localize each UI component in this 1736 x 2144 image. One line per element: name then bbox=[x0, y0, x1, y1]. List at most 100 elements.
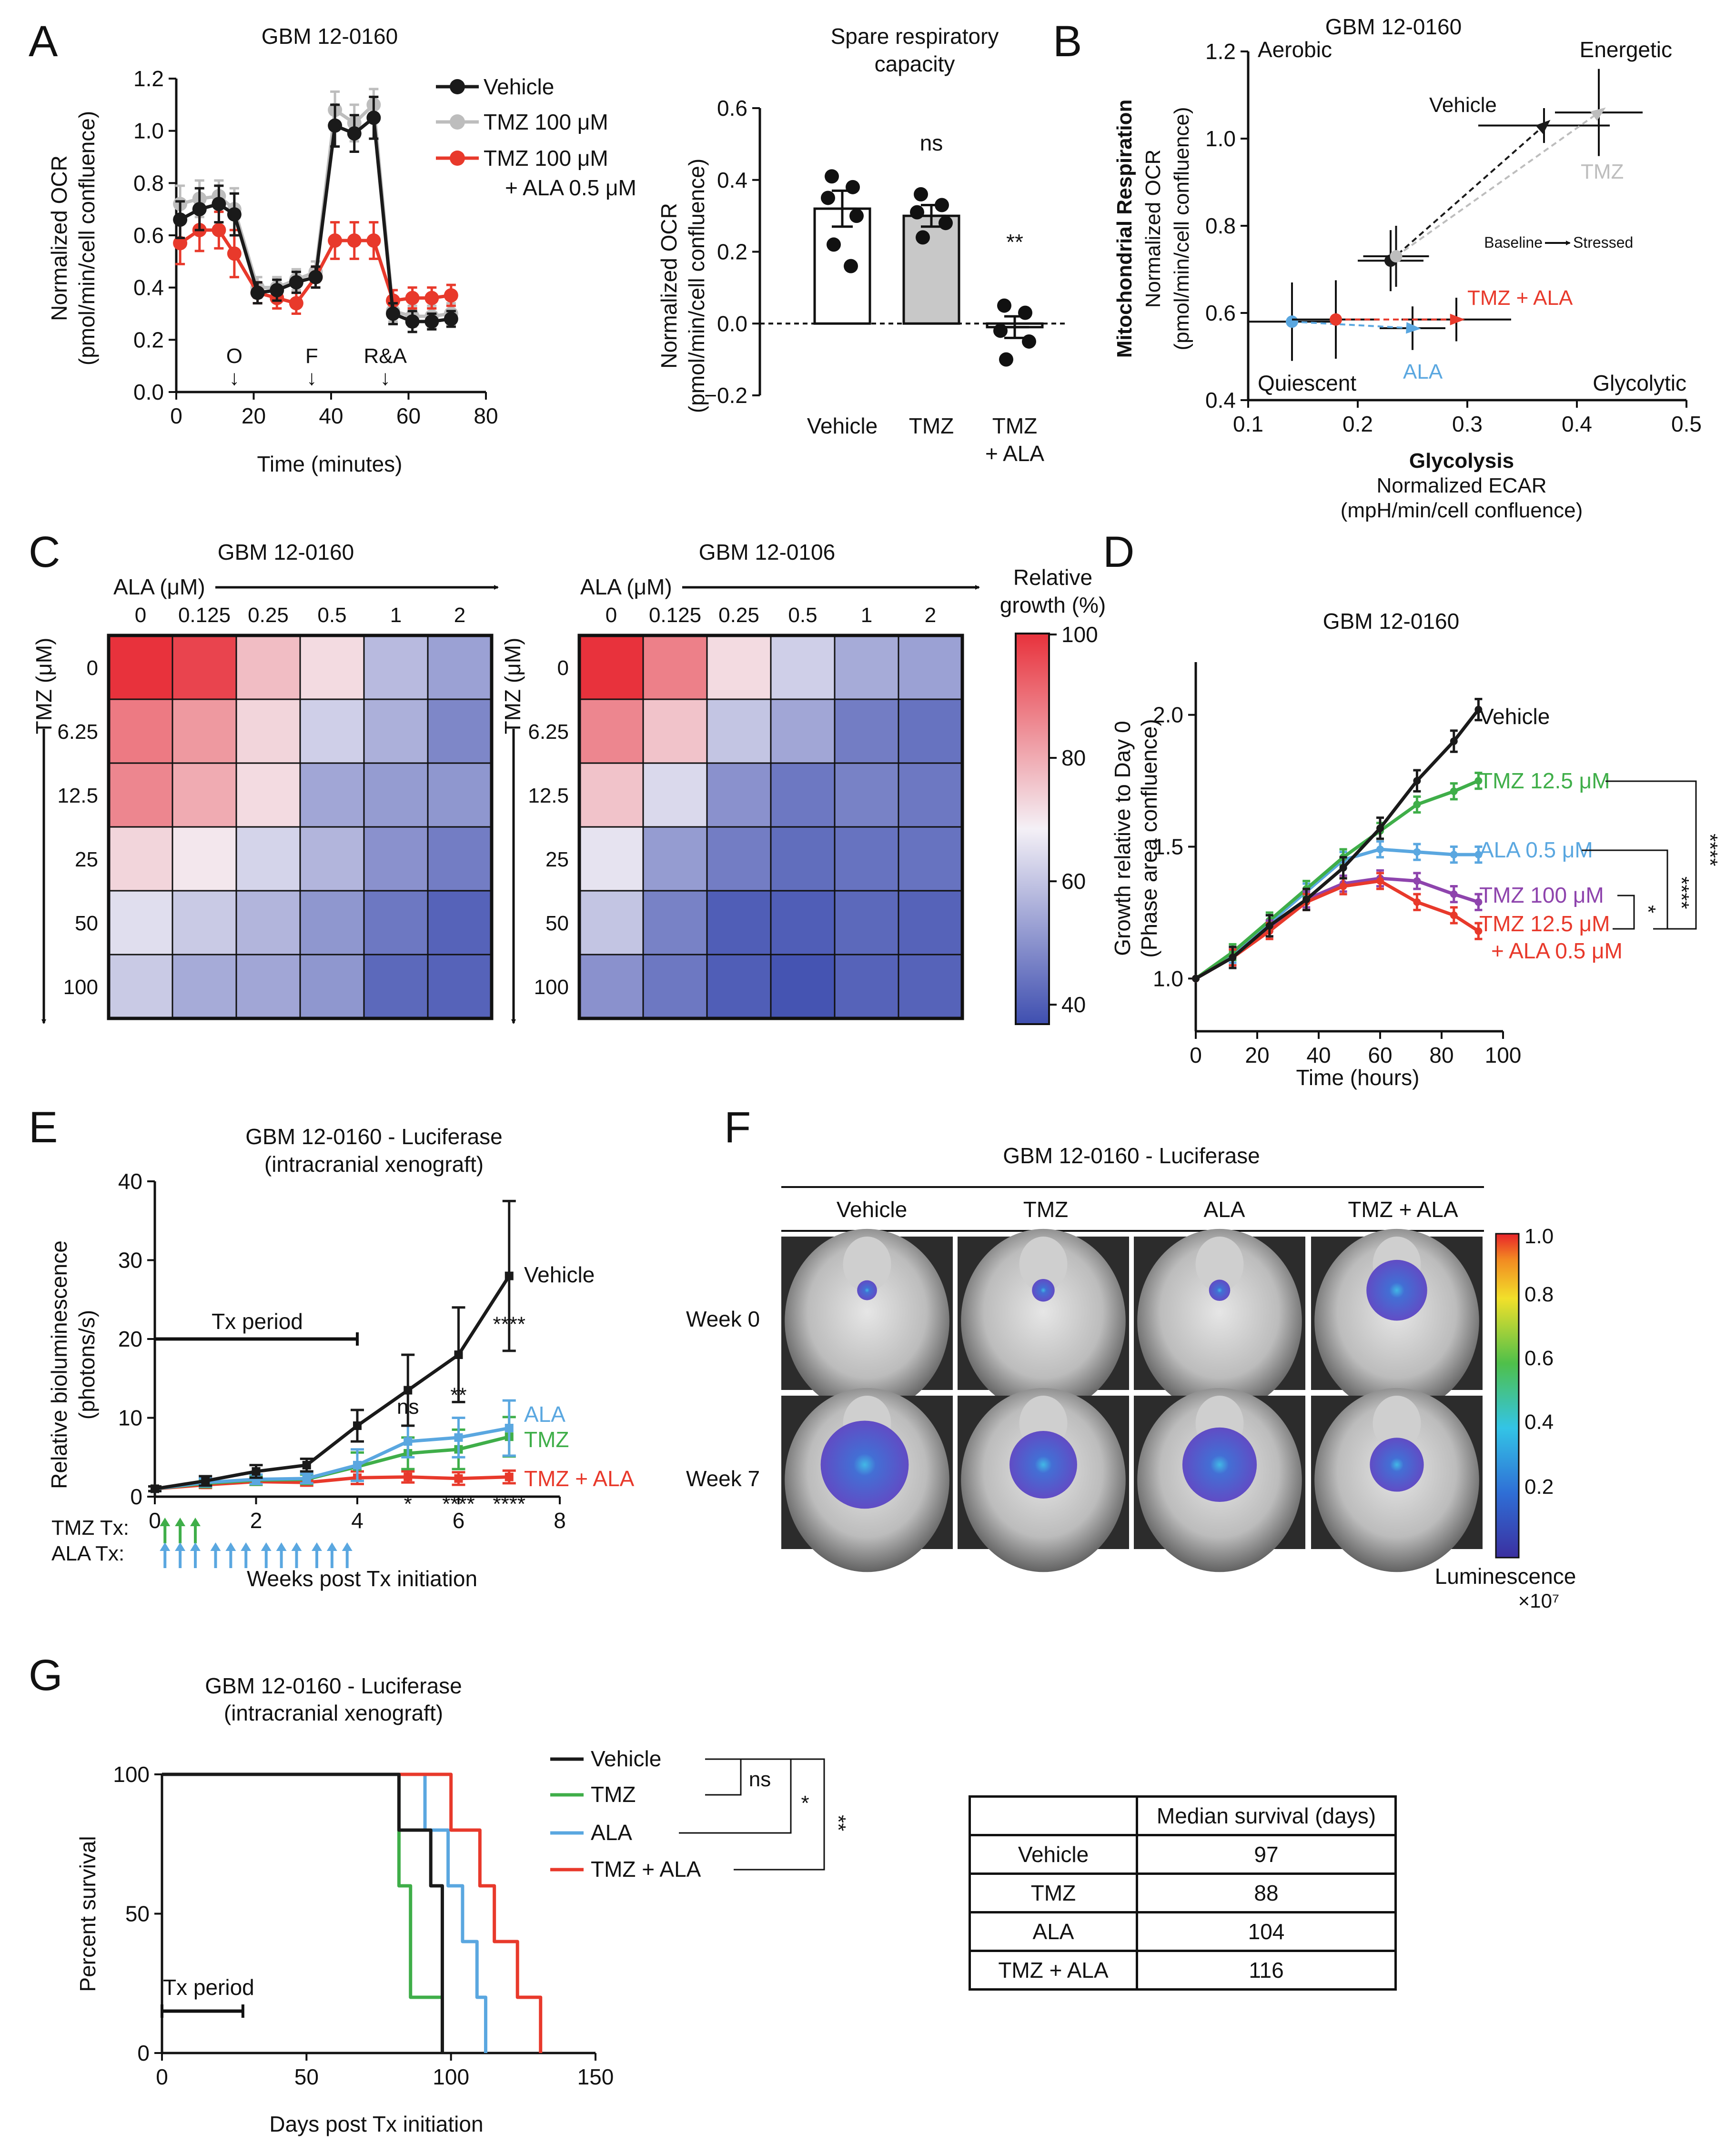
data-point bbox=[1450, 890, 1458, 898]
heatmap-left-cell bbox=[363, 634, 429, 700]
data-point bbox=[227, 207, 242, 222]
panel-f-col-tmz: TMZ bbox=[1023, 1197, 1069, 1222]
chart-b-legend-baseline: Baseline bbox=[1484, 234, 1543, 251]
colorbar-label2: growth (%) bbox=[1000, 593, 1106, 617]
heatmap-right-cell bbox=[770, 634, 836, 700]
data-point bbox=[1413, 877, 1421, 885]
chart-a2-cat-tmz: TMZ bbox=[909, 413, 954, 438]
baseline-point bbox=[1390, 250, 1403, 263]
x-tick-label: 50 bbox=[294, 2064, 319, 2089]
chart-a2-ylabel2: (pmol/min/cell confluence) bbox=[684, 159, 709, 413]
table-cell-value: 97 bbox=[1136, 1834, 1397, 1875]
chart-a2-cat-tmz-ala-2: + ALA bbox=[985, 441, 1044, 466]
heatmap-left-cell bbox=[172, 826, 237, 892]
data-point bbox=[302, 1474, 311, 1483]
data-point bbox=[999, 352, 1013, 367]
heatmap-right-cell bbox=[706, 762, 772, 828]
heatmap-right-ylabel: TMZ (μM) bbox=[500, 638, 525, 735]
heatmap-right-cell bbox=[834, 890, 899, 956]
significance-mark: * bbox=[404, 1492, 412, 1516]
stressed-point bbox=[1590, 107, 1606, 121]
data-point bbox=[1474, 705, 1483, 714]
growth-line-0 bbox=[1195, 708, 1480, 980]
data-point bbox=[505, 1472, 514, 1481]
data-point bbox=[1339, 864, 1347, 872]
data-point bbox=[405, 291, 420, 305]
panel-label-f: F bbox=[724, 1103, 751, 1152]
colorbar-tick-label: 40 bbox=[1061, 992, 1086, 1017]
panel-f-col-vehicle: Vehicle bbox=[837, 1197, 907, 1222]
chart-b-energy-map: GBM 12-0160 Mitochondrial Respiration No… bbox=[1113, 14, 1702, 522]
tmz-dose-arrow-head bbox=[190, 1518, 201, 1526]
luminescence-signal bbox=[1009, 1430, 1077, 1499]
significance-mark: **** bbox=[442, 1492, 475, 1516]
heatmap-right-cell bbox=[898, 890, 963, 956]
y-tick-label: 0 bbox=[137, 2041, 150, 2065]
heatmap-right-cell bbox=[578, 634, 644, 700]
heatmap-left-y-label: 12.5 bbox=[57, 784, 98, 807]
chart-g-bracket-star bbox=[679, 1758, 792, 1834]
heatmap-right-cell bbox=[834, 698, 899, 764]
data-point bbox=[827, 237, 841, 252]
data-point bbox=[1376, 877, 1384, 885]
mouse-body bbox=[1314, 1228, 1479, 1413]
heatmap-left-cell bbox=[235, 698, 301, 764]
heatmap-left-cell bbox=[299, 762, 365, 828]
heatmap-left-x-label: 0 bbox=[135, 604, 146, 627]
stressed-point bbox=[1535, 120, 1551, 134]
data-point bbox=[252, 1467, 261, 1476]
data-point bbox=[997, 298, 1011, 313]
bar-1 bbox=[902, 214, 960, 325]
mouse-body bbox=[1137, 1228, 1302, 1413]
heatmap-right-cell bbox=[578, 890, 644, 956]
ala-dose-arrow-head bbox=[291, 1542, 302, 1551]
table-cell-group: TMZ bbox=[969, 1872, 1138, 1913]
ala-dose-arrow-head bbox=[241, 1542, 252, 1551]
heatmap-left-y-label: 50 bbox=[75, 912, 98, 935]
colorbar-label: Relative bbox=[1013, 565, 1092, 590]
chart-d-label-tmz100: TMZ 100 μM bbox=[1479, 883, 1604, 907]
data-point bbox=[404, 1386, 413, 1395]
x-tick-label: 60 bbox=[1368, 1043, 1392, 1067]
legend-g-tmz: TMZ bbox=[591, 1782, 636, 1807]
ala-dose-arrow-head bbox=[342, 1542, 353, 1551]
heatmap-left-cell bbox=[363, 826, 429, 892]
chart-a1-legend: Vehicle TMZ 100 μM TMZ 100 μM + ALA 0.5 … bbox=[436, 74, 636, 200]
heatmap-left-cell bbox=[235, 826, 301, 892]
chart-b-ylabel3: (pmol/min/cell confluence) bbox=[1170, 107, 1193, 350]
table-row: TMZ + ALA 116 bbox=[969, 1950, 1397, 1991]
chart-g-tx-period: Tx period bbox=[163, 1975, 254, 2000]
injection-arrow: ↓ bbox=[229, 366, 240, 390]
data-point bbox=[212, 223, 226, 238]
chart-d-xlabel: Time (hours) bbox=[1296, 1065, 1420, 1090]
stressed-point bbox=[1406, 322, 1421, 334]
table-cell-group: TMZ + ALA bbox=[969, 1950, 1138, 1991]
legend-tmz-ala-line2: + ALA 0.5 μM bbox=[505, 175, 636, 200]
colorbar-tick-label: 100 bbox=[1061, 622, 1098, 647]
chart-e-label-tmz-ala: TMZ + ALA bbox=[524, 1466, 635, 1491]
data-point bbox=[505, 1271, 514, 1280]
panel-label-d: D bbox=[1103, 528, 1134, 576]
y-tick-label: 1.0 bbox=[1205, 126, 1236, 151]
heatmap-left-cell bbox=[235, 762, 301, 828]
heatmap-left-cell bbox=[299, 890, 365, 956]
heatmap-left-cell bbox=[172, 634, 237, 700]
ala-dose-arrow-head bbox=[326, 1542, 337, 1551]
ala-dose-arrow-head bbox=[225, 1542, 236, 1551]
chart-b-xlabel2: Normalized ECAR bbox=[1377, 474, 1547, 497]
data-point bbox=[454, 1350, 463, 1359]
y-tick-label: 20 bbox=[118, 1327, 142, 1351]
panel-label-b: B bbox=[1053, 17, 1082, 66]
heatmap-right-cell bbox=[578, 826, 644, 892]
x-tick-label: 60 bbox=[396, 403, 421, 428]
y-tick-label: 0.0 bbox=[133, 380, 164, 404]
chart-d-title: GBM 12-0160 bbox=[1323, 609, 1459, 634]
heatmap-left-cell bbox=[108, 634, 173, 700]
heatmap-right-cell bbox=[770, 762, 836, 828]
data-point bbox=[1413, 898, 1421, 906]
data-point bbox=[270, 283, 284, 298]
data-point bbox=[444, 288, 458, 303]
data-point bbox=[1450, 787, 1458, 795]
data-point bbox=[212, 197, 226, 211]
heatmap-left-cell bbox=[108, 890, 173, 956]
